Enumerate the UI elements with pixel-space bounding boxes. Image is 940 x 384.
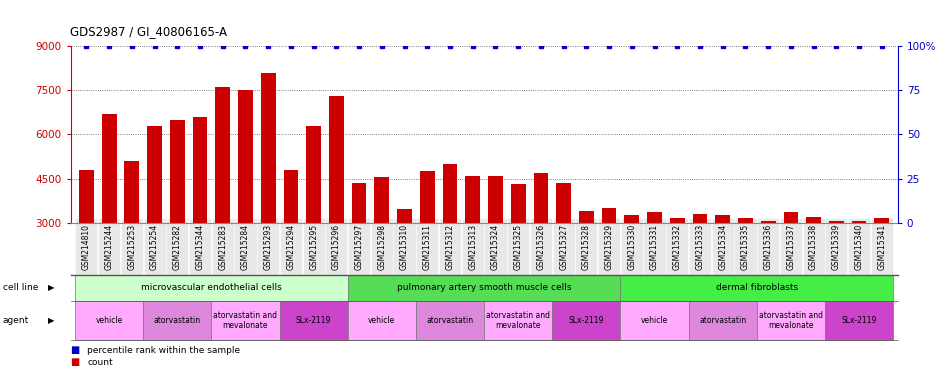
Text: vehicle: vehicle [368, 316, 396, 325]
Bar [260, 73, 275, 311]
Bar [852, 221, 867, 311]
Bar [193, 117, 208, 311]
Bar [760, 221, 776, 311]
Bar [306, 126, 321, 311]
Bar [420, 171, 434, 311]
Bar [148, 126, 162, 311]
Text: ▶: ▶ [49, 283, 55, 293]
Text: atorvastatin and
mevalonate: atorvastatin and mevalonate [213, 311, 277, 330]
Text: SLx-2119: SLx-2119 [296, 316, 331, 325]
Text: atorvastatin and
mevalonate: atorvastatin and mevalonate [486, 311, 550, 330]
Text: SLx-2119: SLx-2119 [569, 316, 604, 325]
Bar [443, 164, 458, 311]
Bar [738, 218, 753, 311]
Bar [874, 218, 889, 311]
Bar [124, 161, 139, 311]
Text: GDS2987 / GI_40806165-A: GDS2987 / GI_40806165-A [70, 25, 227, 38]
Text: atorvastatin: atorvastatin [427, 316, 474, 325]
Bar [398, 210, 412, 311]
Bar [170, 120, 184, 311]
Bar [238, 90, 253, 311]
Bar [715, 215, 730, 311]
Text: atorvastatin: atorvastatin [699, 316, 746, 325]
Bar [807, 217, 821, 311]
Bar [79, 170, 94, 311]
Bar [465, 175, 480, 311]
Text: pulmonary artery smooth muscle cells: pulmonary artery smooth muscle cells [397, 283, 572, 293]
Text: count: count [87, 358, 113, 367]
Bar [556, 183, 571, 311]
Text: ■: ■ [70, 357, 80, 367]
Text: microvascular endothelial cells: microvascular endothelial cells [141, 283, 282, 293]
Bar [602, 208, 617, 311]
Bar [284, 170, 298, 311]
Text: SLx-2119: SLx-2119 [841, 316, 877, 325]
Bar [647, 212, 662, 311]
Text: vehicle: vehicle [641, 316, 668, 325]
Bar [329, 96, 344, 311]
Text: dermal fibroblasts: dermal fibroblasts [715, 283, 798, 293]
Bar [784, 212, 798, 311]
Bar [510, 184, 525, 311]
Bar [374, 177, 389, 311]
Text: ▶: ▶ [49, 316, 55, 325]
Text: atorvastatin: atorvastatin [154, 316, 201, 325]
Bar [215, 87, 230, 311]
Bar [102, 114, 117, 311]
Text: percentile rank within the sample: percentile rank within the sample [87, 346, 241, 355]
Text: vehicle: vehicle [96, 316, 123, 325]
Bar [670, 218, 684, 311]
Bar [488, 175, 503, 311]
Bar [829, 221, 844, 311]
Text: atorvastatin and
mevalonate: atorvastatin and mevalonate [759, 311, 822, 330]
Bar [624, 215, 639, 311]
Bar [579, 211, 594, 311]
Text: ■: ■ [70, 345, 80, 355]
Bar [534, 173, 548, 311]
Text: cell line: cell line [3, 283, 39, 293]
Bar [352, 183, 367, 311]
Bar [693, 214, 708, 311]
Text: agent: agent [3, 316, 29, 325]
